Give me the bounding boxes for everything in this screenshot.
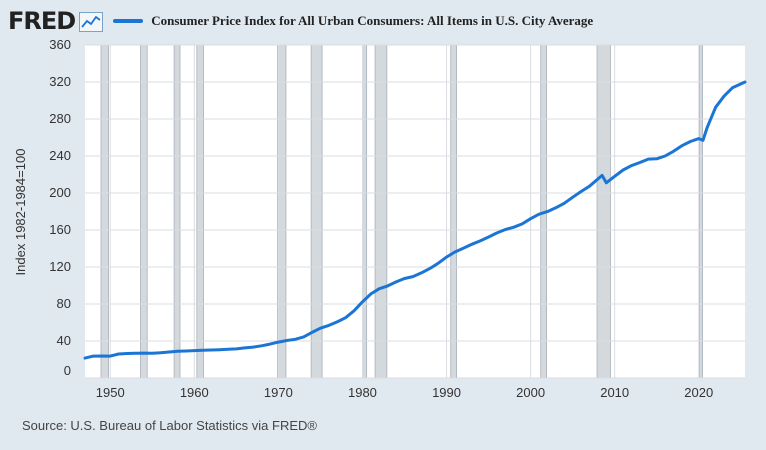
trend-line-icon [79,12,104,32]
plot-area [85,45,745,378]
y-tick-label-5: 200 [49,185,71,200]
x-tick-label-0: 1950 [96,385,125,400]
y-tick-label-3: 120 [49,259,71,274]
y-tick-label-8: 320 [49,74,71,89]
y-axis-label: Index 1982-1984=100 [13,149,28,276]
x-tick-label-3: 1980 [348,385,377,400]
y-axis-ticks: 0 40 80 120 160 200 240 280 320 360 [49,37,71,378]
recession-bar-10 [596,44,611,379]
y-tick-label-9: 360 [49,37,71,52]
recession-bar-2 [173,44,181,379]
x-tick-label-6: 2010 [600,385,629,400]
series-line-0[interactable] [83,80,747,360]
x-tick-label-2: 1970 [264,385,293,400]
recession-bar-7 [374,44,388,379]
x-tick-label-5: 2000 [516,385,545,400]
source-note: Source: U.S. Bureau of Labor Statistics … [22,418,317,433]
y-tick-label-7: 280 [49,111,71,126]
recession-bar-0 [100,44,109,379]
y-tick-label-0: 0 [64,363,71,378]
y-tick-label-1: 40 [57,333,71,348]
recession-bar-8 [450,44,458,379]
x-tick-label-1: 1960 [180,385,209,400]
recession-bar-1 [140,44,148,379]
y-tick-label-4: 160 [49,222,71,237]
y-tick-label-2: 80 [57,296,71,311]
recession-bar-11 [699,44,703,379]
legend-label[interactable]: Consumer Price Index for All Urban Consu… [151,13,594,28]
legend-swatch [113,19,144,23]
x-tick-label-7: 2020 [684,385,713,400]
legend: Consumer Price Index for All Urban Consu… [113,13,593,29]
grid-lines [85,44,745,379]
series-layer [83,80,747,360]
recession-bar-3 [196,44,204,379]
y-tick-label-6: 240 [49,148,71,163]
recession-bar-6 [362,44,368,379]
fred-logo[interactable]: FRED [8,7,76,35]
x-axis-ticks: 1950 1960 1970 1980 1990 2000 2010 2020 [96,385,713,400]
x-tick-label-4: 1990 [432,385,461,400]
header: FRED Consumer Price Index for All Urban … [8,6,593,36]
